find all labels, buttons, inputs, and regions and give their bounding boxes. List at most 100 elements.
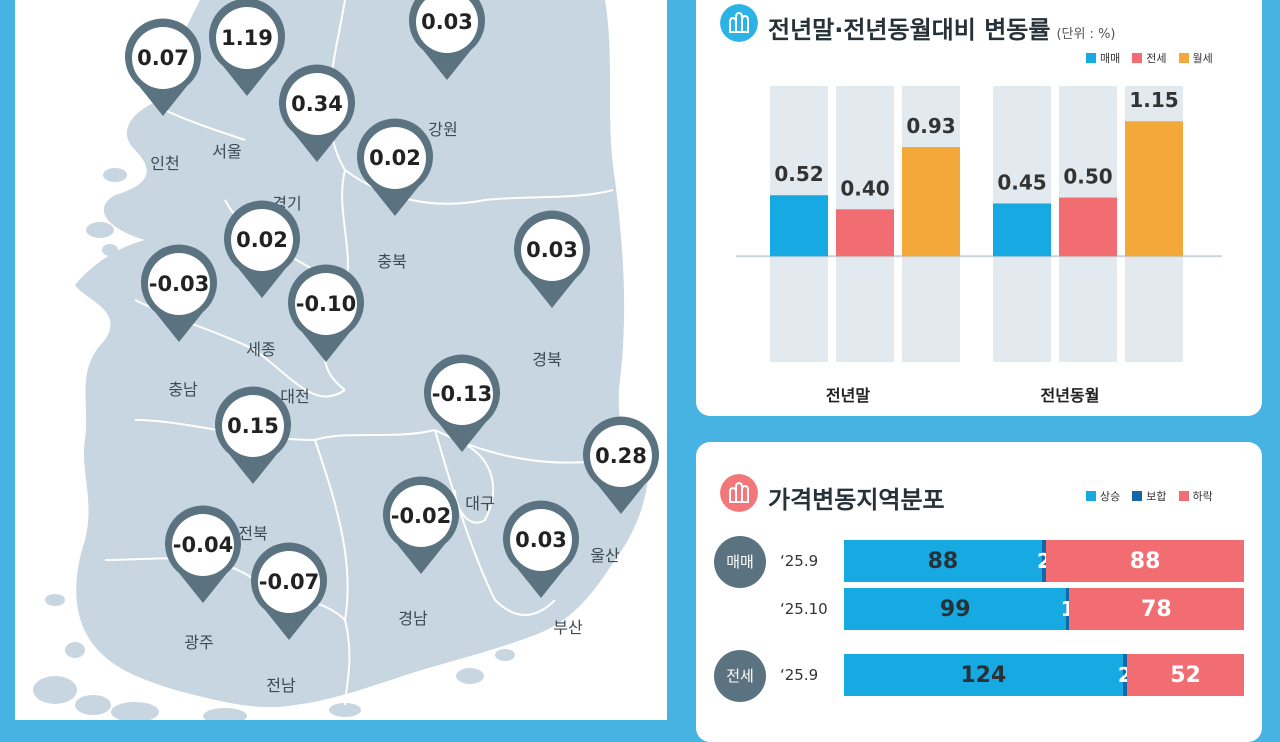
pin-marker-icon bbox=[424, 354, 500, 452]
pin-marker-icon bbox=[288, 264, 364, 362]
legend-label: 보합 bbox=[1146, 490, 1167, 503]
pin-marker-icon bbox=[224, 200, 300, 298]
pin-value: 0.02 bbox=[236, 228, 288, 252]
map-pin: -0.10 bbox=[286, 264, 366, 364]
distribution-card: 가격변동지역분포 상승 보합 하락 매매 ‘25.9 88 2 88 ‘25.10 99 1 78 전… bbox=[696, 442, 1262, 742]
chart1-title-text: 전년말·전년동월대비 변동률 bbox=[768, 16, 1051, 44]
legend-swatch bbox=[1086, 491, 1096, 501]
pin-value: -0.10 bbox=[295, 292, 357, 316]
legend-item: 월세 bbox=[1178, 50, 1213, 66]
map-pin: -0.07 bbox=[249, 542, 329, 642]
bar-전세 bbox=[836, 209, 894, 257]
pin-value: 0.03 bbox=[515, 528, 567, 552]
group-label-prev-year-end: 전년말 bbox=[825, 386, 871, 405]
region-label: 전남 bbox=[266, 676, 296, 695]
region-label: 경남 bbox=[398, 609, 428, 628]
region-label: 대구 bbox=[465, 494, 495, 513]
pin-marker-icon bbox=[514, 210, 590, 308]
pin-value: 0.34 bbox=[291, 92, 343, 116]
map-pin: 0.03 bbox=[501, 500, 581, 600]
building-icon bbox=[720, 4, 758, 42]
pin-marker-icon bbox=[125, 18, 201, 116]
legend-item: 상승 bbox=[1086, 488, 1120, 504]
legend-label: 월세 bbox=[1192, 52, 1213, 65]
region-label: 전북 bbox=[238, 524, 268, 543]
pin-value: 0.15 bbox=[227, 414, 279, 438]
group-badge: 전세 bbox=[714, 650, 766, 702]
distribution-bar: 88 2 88 bbox=[844, 540, 1244, 582]
region-label: 부산 bbox=[553, 618, 583, 637]
segment-down: 88 bbox=[1046, 540, 1244, 582]
distribution-bar: 99 1 78 bbox=[844, 588, 1244, 630]
period-label: ‘25.9 bbox=[780, 552, 819, 570]
period-label: ‘25.10 bbox=[780, 600, 828, 618]
segment-up: 99 bbox=[844, 588, 1067, 630]
map-pin: -0.03 bbox=[139, 244, 219, 344]
map-pin: -0.04 bbox=[163, 505, 243, 605]
pin-value: -0.04 bbox=[172, 533, 234, 557]
pin-value: 0.03 bbox=[421, 10, 473, 34]
rate-change-card: 전년말·전년동월대비 변동률 (단위 : %) 매매 전세 월세 0.52 0.45 0.… bbox=[696, 0, 1262, 416]
map-pin: -0.02 bbox=[381, 476, 461, 576]
legend-label: 매매 bbox=[1100, 52, 1121, 65]
map-pin: 0.02 bbox=[355, 118, 435, 218]
map-pin: 0.03 bbox=[407, 0, 487, 82]
pin-value: -0.07 bbox=[258, 570, 320, 594]
pin-marker-icon bbox=[357, 118, 433, 216]
legend-swatch bbox=[1086, 53, 1096, 63]
segment-down: 78 bbox=[1068, 588, 1244, 630]
region-label: 충북 bbox=[377, 252, 407, 271]
bar-value-label: 0.52 bbox=[774, 162, 823, 186]
pin-value: 0.02 bbox=[369, 146, 421, 170]
pin-marker-icon bbox=[503, 500, 579, 598]
legend-swatch bbox=[1178, 491, 1189, 501]
chart2-title: 가격변동지역분포 bbox=[768, 486, 945, 514]
chart2-legend: 상승 보합 하락 bbox=[1086, 488, 1213, 504]
legend-label: 상승 bbox=[1100, 490, 1121, 503]
region-label: 대전 bbox=[280, 387, 310, 406]
legend-item: 보합 bbox=[1132, 488, 1167, 504]
region-label: 인천 bbox=[150, 154, 180, 173]
bar-매매 bbox=[993, 203, 1051, 257]
pin-marker-icon bbox=[583, 416, 659, 514]
pin-marker-icon bbox=[209, 0, 285, 96]
pin-marker-icon bbox=[279, 64, 355, 162]
segment-up: 124 bbox=[844, 654, 1123, 696]
legend-swatch bbox=[1178, 53, 1189, 63]
pin-value: 1.19 bbox=[221, 26, 273, 50]
pin-value: -0.02 bbox=[390, 504, 452, 528]
legend-item: 전세 bbox=[1132, 50, 1167, 66]
map-pin: 0.34 bbox=[277, 64, 357, 164]
chart1-title: 전년말·전년동월대비 변동률 (단위 : %) bbox=[768, 10, 1116, 45]
map-pin: 1.19 bbox=[207, 0, 287, 98]
legend-swatch bbox=[1132, 53, 1143, 63]
legend-label: 전세 bbox=[1146, 52, 1167, 65]
chart1-unit: (단위 : %) bbox=[1056, 27, 1116, 42]
building-icon bbox=[720, 474, 758, 512]
bar-value-label: 0.45 bbox=[997, 170, 1046, 194]
segment-up: 88 bbox=[844, 540, 1042, 582]
pin-value: 0.07 bbox=[137, 46, 189, 70]
map-pin: 0.03 bbox=[512, 210, 592, 310]
pin-marker-icon bbox=[215, 386, 291, 484]
map-panel: 0.07 인천 1.19 서울 0.34 경기 0.03 강원 0.02 충북 0.02 세종 -0.0… bbox=[15, 0, 667, 720]
bar-월세 bbox=[902, 147, 960, 257]
bar-value-label: 1.15 bbox=[1129, 88, 1178, 112]
map-pin: 0.07 bbox=[123, 18, 203, 118]
pin-value: 0.03 bbox=[526, 238, 578, 262]
pin-marker-icon bbox=[409, 0, 485, 80]
islands bbox=[33, 168, 515, 720]
bar-매매 bbox=[770, 195, 828, 257]
bar-value-label: 0.93 bbox=[906, 114, 955, 138]
region-label: 광주 bbox=[184, 633, 214, 652]
chart1-legend: 매매 전세 월세 bbox=[1086, 50, 1213, 66]
region-label: 강원 bbox=[428, 120, 458, 139]
bar-value-label: 0.50 bbox=[1063, 165, 1112, 189]
pin-value: 0.28 bbox=[595, 444, 647, 468]
region-label: 서울 bbox=[212, 142, 242, 161]
map-pin: 0.28 bbox=[581, 416, 661, 516]
legend-swatch bbox=[1132, 491, 1143, 501]
group-badge: 매매 bbox=[714, 536, 766, 588]
pin-value: -0.03 bbox=[148, 272, 210, 296]
legend-label: 하락 bbox=[1192, 490, 1213, 503]
